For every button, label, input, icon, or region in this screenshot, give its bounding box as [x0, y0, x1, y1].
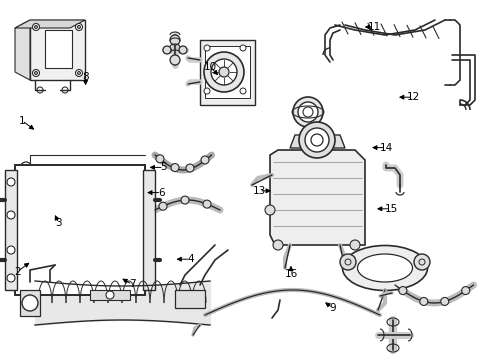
Circle shape [22, 295, 38, 311]
Circle shape [398, 287, 406, 294]
Text: 11: 11 [366, 22, 380, 32]
Text: 1: 1 [19, 116, 25, 126]
Text: 10: 10 [203, 62, 216, 72]
Circle shape [77, 72, 81, 75]
Text: 9: 9 [328, 303, 335, 313]
Polygon shape [45, 30, 72, 68]
Circle shape [7, 246, 15, 254]
Circle shape [461, 287, 469, 294]
Circle shape [156, 155, 163, 163]
Circle shape [201, 156, 208, 164]
Bar [200, 40, 254, 105]
Text: 7: 7 [128, 279, 135, 289]
Circle shape [272, 240, 283, 250]
Circle shape [210, 59, 237, 85]
Polygon shape [269, 150, 364, 245]
Text: 4: 4 [187, 254, 194, 264]
Bar [175, 290, 204, 308]
Circle shape [106, 291, 114, 299]
Circle shape [35, 72, 38, 75]
Bar [142, 170, 155, 290]
Circle shape [305, 128, 328, 152]
Circle shape [32, 23, 40, 31]
Circle shape [203, 52, 244, 92]
Bar [204, 46, 249, 98]
Circle shape [7, 178, 15, 186]
Text: 5: 5 [160, 162, 167, 172]
Bar [20, 290, 40, 316]
Circle shape [7, 211, 15, 219]
Text: 8: 8 [82, 72, 89, 82]
Circle shape [20, 162, 32, 174]
Polygon shape [15, 20, 85, 28]
Text: 13: 13 [252, 186, 265, 196]
Text: 3: 3 [55, 218, 62, 228]
Circle shape [170, 55, 180, 65]
Circle shape [440, 297, 448, 305]
Bar [5, 170, 17, 290]
Circle shape [75, 69, 82, 77]
Circle shape [240, 45, 245, 51]
Circle shape [35, 26, 38, 28]
Circle shape [77, 26, 81, 28]
Circle shape [171, 163, 179, 172]
Circle shape [203, 88, 209, 94]
Circle shape [203, 45, 209, 51]
Circle shape [181, 196, 189, 204]
Circle shape [75, 23, 82, 31]
Circle shape [264, 205, 274, 215]
Circle shape [349, 240, 359, 250]
Circle shape [179, 46, 186, 54]
Ellipse shape [342, 246, 427, 291]
Polygon shape [289, 135, 345, 148]
Text: 2: 2 [14, 267, 20, 277]
Circle shape [32, 69, 40, 77]
Circle shape [298, 122, 334, 158]
Text: 6: 6 [158, 188, 164, 198]
Circle shape [292, 97, 323, 127]
Circle shape [109, 194, 121, 206]
Circle shape [163, 46, 171, 54]
Circle shape [240, 88, 245, 94]
Bar [15, 165, 145, 295]
Circle shape [413, 254, 429, 270]
Circle shape [7, 274, 15, 282]
Circle shape [339, 254, 355, 270]
Polygon shape [30, 20, 85, 80]
Circle shape [297, 102, 317, 122]
Text: 12: 12 [406, 92, 419, 102]
Circle shape [159, 202, 167, 210]
Text: 15: 15 [384, 204, 397, 214]
Ellipse shape [357, 254, 412, 282]
Circle shape [219, 67, 228, 77]
Text: 14: 14 [379, 143, 392, 153]
Circle shape [419, 297, 427, 305]
Circle shape [170, 35, 180, 45]
Polygon shape [15, 20, 30, 80]
Bar [90, 290, 130, 300]
Circle shape [185, 164, 194, 172]
Circle shape [203, 200, 210, 208]
Bar [15, 165, 145, 295]
Text: 16: 16 [284, 269, 297, 279]
